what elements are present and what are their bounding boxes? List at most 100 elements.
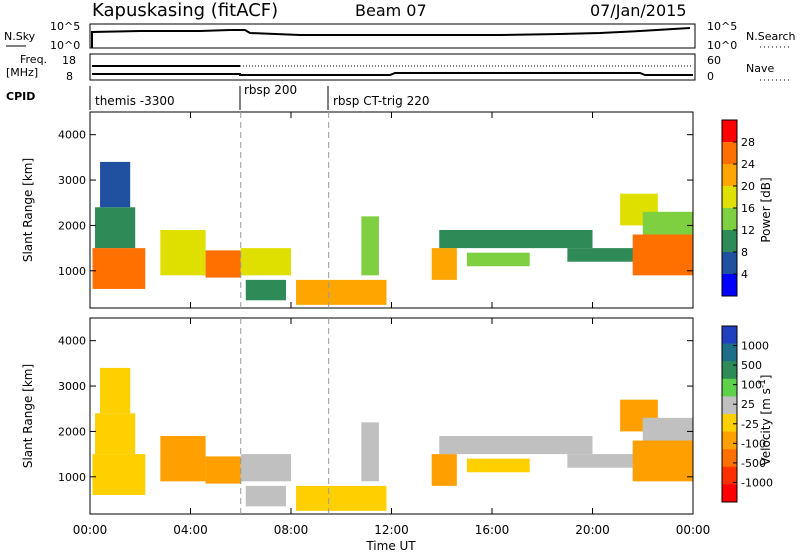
freq-label-1: Freq. [20,53,47,66]
velocity-colorbar-tick-label-4: -25 [741,418,759,431]
cpid-segment-2: rbsp 200 [244,83,297,97]
velocity-region-0 [92,454,146,495]
power-colorbar-tick-label-5: 24 [741,158,755,171]
velocity-region-11 [466,458,530,473]
velocity-region-15 [642,417,693,441]
velocity-region-10 [439,435,593,455]
velocity-colorbar-frame [721,325,738,503]
velocity-region-9 [431,454,457,486]
power-region-7 [296,279,387,305]
power-colorbar-swatch-2 [722,164,737,187]
power-colorbar-swatch-0 [722,120,737,143]
station-title: Kapuskasing (fitACF) [92,0,278,21]
velocity-region-7 [296,485,387,511]
power-region-10 [439,229,593,249]
velocity-colorbar-tick-label-5: -100 [741,437,766,450]
velocity-colorbar-tick-label-1: 500 [741,359,762,372]
velocity-y-ticks: 1000 2000 3000 4000 [58,335,693,484]
x-axis-label: Time UT [365,539,416,553]
velocity-region-8 [361,422,379,482]
sky-label: N.Sky [4,30,36,43]
sky-noise-line [91,27,691,48]
power-ytick-label-1: 2000 [58,219,86,232]
beam-title: Beam 07 [355,1,427,20]
velocity-region-12 [567,454,643,468]
power-region-1 [95,207,136,249]
velocity-colorbar-swatch-6 [722,431,737,450]
velocity-colorbar-swatch-4 [722,396,737,415]
sky-left-tick-top: 10^5 [50,20,80,33]
x-tick-label-0: 00:00 [73,523,108,537]
date-title: 07/Jan/2015 [590,1,687,20]
cpid-segment-3: rbsp CT-trig 220 [333,94,429,108]
x-tick-label-6: 00:00 [676,523,711,537]
power-colorbar-swatch-3 [722,186,737,209]
power-colorbar: 4 8 12 16 20 24 28 [721,119,755,297]
power-region-14 [632,234,693,276]
power-region-9 [431,248,457,280]
power-region-11 [466,252,530,267]
power-heatmap [92,161,693,305]
velocity-ytick-label-0: 1000 [58,471,86,484]
nave-line [92,72,693,76]
velocity-region-3 [160,435,206,482]
cpid-label: CPID [6,90,35,103]
power-ytick-label-0: 1000 [58,265,86,278]
nave-label: Nave [746,62,774,75]
velocity-region-6 [245,485,286,507]
velocity-colorbar-tick-label-3: 25 [741,398,755,411]
power-colorbar-tick-label-0: 4 [741,268,748,281]
power-colorbar-swatch-6 [722,252,737,275]
x-tick-label-2: 08:00 [274,523,309,537]
velocity-panel-frame [89,317,694,515]
power-colorbar-label: Power [dB] [759,177,773,242]
velocity-colorbar: 1000 500 100 25 -25 -100 -500 -1000 [721,325,773,503]
power-region-6 [245,279,286,301]
velocity-colorbar-swatch-5 [722,414,737,433]
freq-right-tick-bottom: 0 [707,70,714,83]
velocity-colorbar-tick-label-0: 1000 [741,340,769,353]
power-region-2 [100,161,131,208]
velocity-colorbar-swatch-8 [722,466,737,485]
cpid-segment-1: themis -3300 [95,94,175,108]
power-colorbar-swatch-5 [722,230,737,253]
x-axis-ticks: 00:00 04:00 08:00 12:00 16:00 20:00 00:00 [73,112,711,537]
freq-left-tick-bottom: 8 [66,70,73,83]
freq-label-2: [MHz] [6,66,38,79]
x-tick-label-3: 12:00 [374,523,409,537]
sky-right-tick-top: 10^5 [707,20,737,33]
freq-left-tick-top: 18 [62,54,76,67]
velocity-ytick-label-1: 2000 [58,425,86,438]
velocity-colorbar-swatch-3 [722,378,737,397]
power-colorbar-tick-label-3: 16 [741,202,755,215]
power-colorbar-tick-label-6: 28 [741,136,755,149]
power-ytick-label-3: 4000 [58,129,86,142]
x-tick-label-5: 20:00 [575,523,610,537]
search-label: N.Search [746,30,796,43]
power-region-3 [160,229,206,276]
power-y-ticks: 1000 2000 3000 4000 [58,129,693,278]
velocity-ytick-label-3: 4000 [58,335,86,348]
freq-panel-frame [89,53,696,81]
velocity-y-axis-label: Slant Range [km] [21,364,35,468]
power-colorbar-tick-label-1: 8 [741,246,748,259]
velocity-colorbar-tick-label-7: -1000 [741,476,773,489]
power-ytick-label-2: 3000 [58,174,86,187]
velocity-heatmap [92,367,693,511]
power-colorbar-tick-label-4: 20 [741,180,755,193]
velocity-colorbar-swatch-7 [722,449,737,468]
x-tick-label-1: 04:00 [173,523,208,537]
velocity-colorbar-swatch-0 [722,326,737,345]
velocity-region-2 [100,367,131,414]
power-y-axis-label: Slant Range [km] [21,158,35,262]
cpid-change-lines [240,112,330,514]
x-tick-label-4: 16:00 [475,523,510,537]
velocity-colorbar-tick-label-2: 100 [741,379,762,392]
velocity-region-4 [205,456,241,484]
velocity-region-5 [240,454,291,482]
velocity-region-1 [95,413,136,455]
velocity-colorbar-swatch-1 [722,343,737,362]
sky-panel-frame [89,23,696,49]
power-region-8 [361,216,379,276]
